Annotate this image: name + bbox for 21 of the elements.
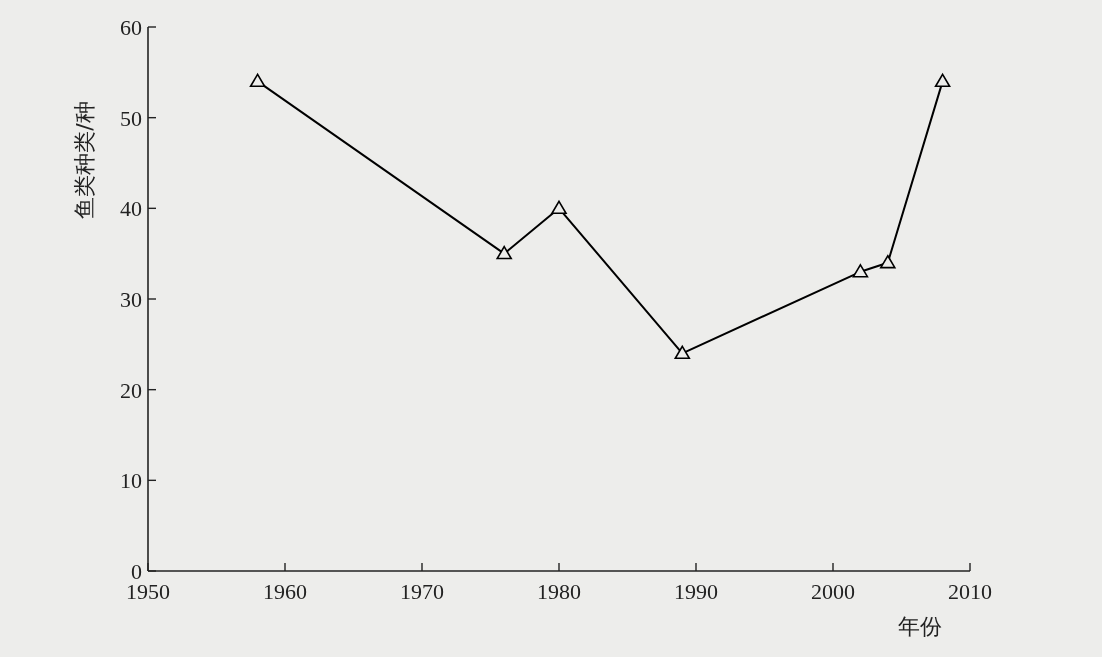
x-tick-label: 2000 <box>811 579 855 604</box>
point <box>934 73 951 88</box>
point <box>496 245 512 260</box>
point <box>880 254 896 269</box>
point <box>852 264 869 278</box>
x-tick-label: 1960 <box>263 579 307 604</box>
x-tick-label: 1990 <box>674 579 718 604</box>
y-tick-label: 30 <box>120 287 142 312</box>
point <box>249 73 266 88</box>
y-axis-title: 鱼类种类/种 <box>72 101 97 219</box>
point <box>551 200 567 215</box>
x-axis-title: 年份 <box>898 614 942 639</box>
y-tick-label: 40 <box>120 196 142 222</box>
point <box>674 345 691 360</box>
x-tick-label: 1970 <box>400 579 444 604</box>
y-tick-label: 60 <box>120 15 142 40</box>
y-tick-label: 20 <box>120 377 142 403</box>
y-tick-label: 50 <box>120 105 142 131</box>
y-tick-label: 10 <box>120 468 142 494</box>
x-tick-label: 1980 <box>537 579 581 604</box>
x-tick-label: 2010 <box>948 579 992 604</box>
